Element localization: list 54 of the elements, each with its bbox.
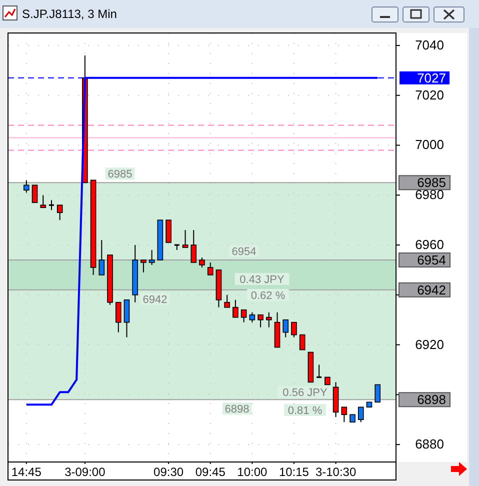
annotation: 0.81 %: [288, 405, 322, 417]
candlestick: [182, 230, 188, 248]
candlestick: [291, 322, 297, 338]
annotation: 0.62 %: [250, 290, 286, 302]
x-tick-label: 09:45: [195, 465, 226, 479]
candlestick: [358, 406, 364, 423]
candlestick: [249, 312, 256, 323]
candlestick: [40, 194, 46, 208]
y-tick-label: 7000: [415, 137, 444, 152]
candlestick: [32, 184, 38, 204]
candlestick: [207, 262, 214, 276]
annotation: 6942: [142, 294, 168, 306]
candlestick: [240, 309, 247, 323]
ref-line-label: 6954: [417, 252, 446, 268]
candlestick: [140, 259, 146, 273]
candlestick: [282, 319, 289, 338]
candlestick: [316, 364, 322, 378]
candlestick: [190, 230, 197, 263]
candlestick: [148, 249, 155, 266]
y-tick-label: 7040: [415, 37, 444, 52]
candlestick: [299, 334, 306, 350]
candlestick: [124, 299, 130, 338]
x-tick-label: 3-09:00: [64, 465, 106, 479]
candlestick: [23, 180, 30, 194]
x-tick-label: 10:00: [237, 465, 268, 479]
y-tick-label: 6960: [415, 237, 444, 252]
candlestick: [199, 256, 205, 268]
candlestick: [232, 299, 238, 318]
annotation: 0.43 JPY: [240, 274, 285, 286]
x-tick-label: 14:45: [11, 465, 42, 479]
candlestick: [98, 240, 105, 276]
ref-line-label: 6942: [417, 282, 446, 298]
x-tick-label: 09:30: [154, 465, 184, 479]
annotation: 6954: [232, 246, 256, 258]
candlestick: [341, 406, 348, 423]
annotation: 6898: [224, 404, 250, 416]
candlestick: [166, 220, 172, 243]
ref-line-label: 7027: [417, 70, 446, 86]
chart-title: S.JP.J8113, 3 Min: [22, 7, 117, 21]
y-tick-label: 7020: [415, 87, 444, 102]
x-tick-label: 3-10:30: [315, 465, 356, 479]
candlestick: [224, 294, 230, 308]
candlestick: [48, 200, 54, 211]
y-tick-label: 6880: [415, 436, 444, 452]
candlestick: [258, 314, 264, 328]
candlestick: [115, 302, 122, 333]
candlestick: [266, 312, 272, 328]
x-tick-label: 10:15: [278, 465, 310, 479]
y-tick-label: 6920: [415, 336, 444, 352]
candlestick: [374, 384, 381, 403]
candlestick: [56, 204, 63, 221]
annotation: 6985: [108, 168, 132, 181]
ref-line-label: 6898: [417, 392, 446, 408]
annotation: 0.56 JPY: [282, 387, 328, 399]
